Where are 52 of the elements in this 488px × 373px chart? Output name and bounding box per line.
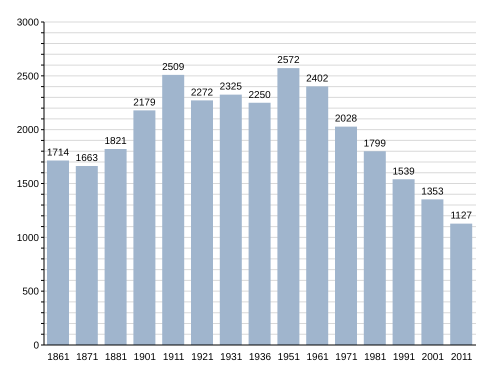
x-tick-label: 1881	[104, 352, 128, 364]
bar	[191, 100, 213, 345]
data-label: 2509	[162, 62, 185, 73]
bar	[220, 94, 242, 345]
x-tick-label: 1936	[248, 352, 272, 364]
data-label: 2250	[248, 90, 272, 101]
data-label: 2572	[277, 55, 300, 66]
x-tick-label: 1971	[335, 352, 358, 364]
data-label: 1714	[46, 147, 70, 158]
x-tick-label: 1931	[220, 352, 243, 364]
y-tick-label: 2500	[16, 71, 40, 82]
bar	[47, 160, 69, 345]
data-label: 1539	[392, 166, 416, 178]
x-tick-label: 2011	[450, 352, 473, 364]
data-label: 1663	[76, 152, 98, 164]
bar	[162, 74, 184, 345]
data-label: 2402	[306, 73, 329, 84]
y-tick-label: 3000	[16, 18, 40, 29]
bar	[248, 102, 271, 345]
data-label: 1353	[421, 186, 444, 198]
y-tick-label: 2000	[16, 125, 40, 136]
y-tick-label: 1500	[16, 179, 40, 190]
x-tick-label: 1871	[76, 352, 99, 364]
x-tick-label: 1901	[134, 352, 156, 364]
data-label: 2179	[133, 97, 156, 108]
x-tick-label: 1911	[162, 352, 185, 364]
data-label: 2028	[334, 114, 358, 125]
data-label: 2325	[220, 82, 242, 93]
x-tick-label: 1951	[278, 352, 300, 364]
bar	[450, 224, 472, 345]
x-tick-label: 1981	[364, 352, 387, 364]
y-tick-label: 500	[22, 286, 40, 298]
y-tick-label: 0	[33, 340, 40, 352]
bar	[76, 166, 98, 345]
bar	[364, 151, 386, 345]
bar	[133, 110, 156, 345]
x-tick-label: 1921	[191, 352, 214, 364]
x-tick-label: 2001	[422, 352, 444, 364]
bar	[277, 68, 300, 345]
data-label: 2272	[190, 87, 214, 98]
y-tick-label: 1000	[16, 232, 40, 244]
bar	[421, 199, 444, 345]
bar	[306, 86, 328, 345]
x-tick-label: 1991	[392, 352, 416, 364]
x-tick-label: 1861	[47, 352, 70, 364]
bar	[392, 179, 415, 345]
data-label: 1799	[364, 138, 386, 150]
bar	[104, 148, 127, 345]
bar	[335, 126, 357, 345]
x-tick-label: 1961	[306, 352, 330, 364]
data-label: 1821	[104, 136, 128, 147]
data-label: 1127	[450, 210, 472, 222]
